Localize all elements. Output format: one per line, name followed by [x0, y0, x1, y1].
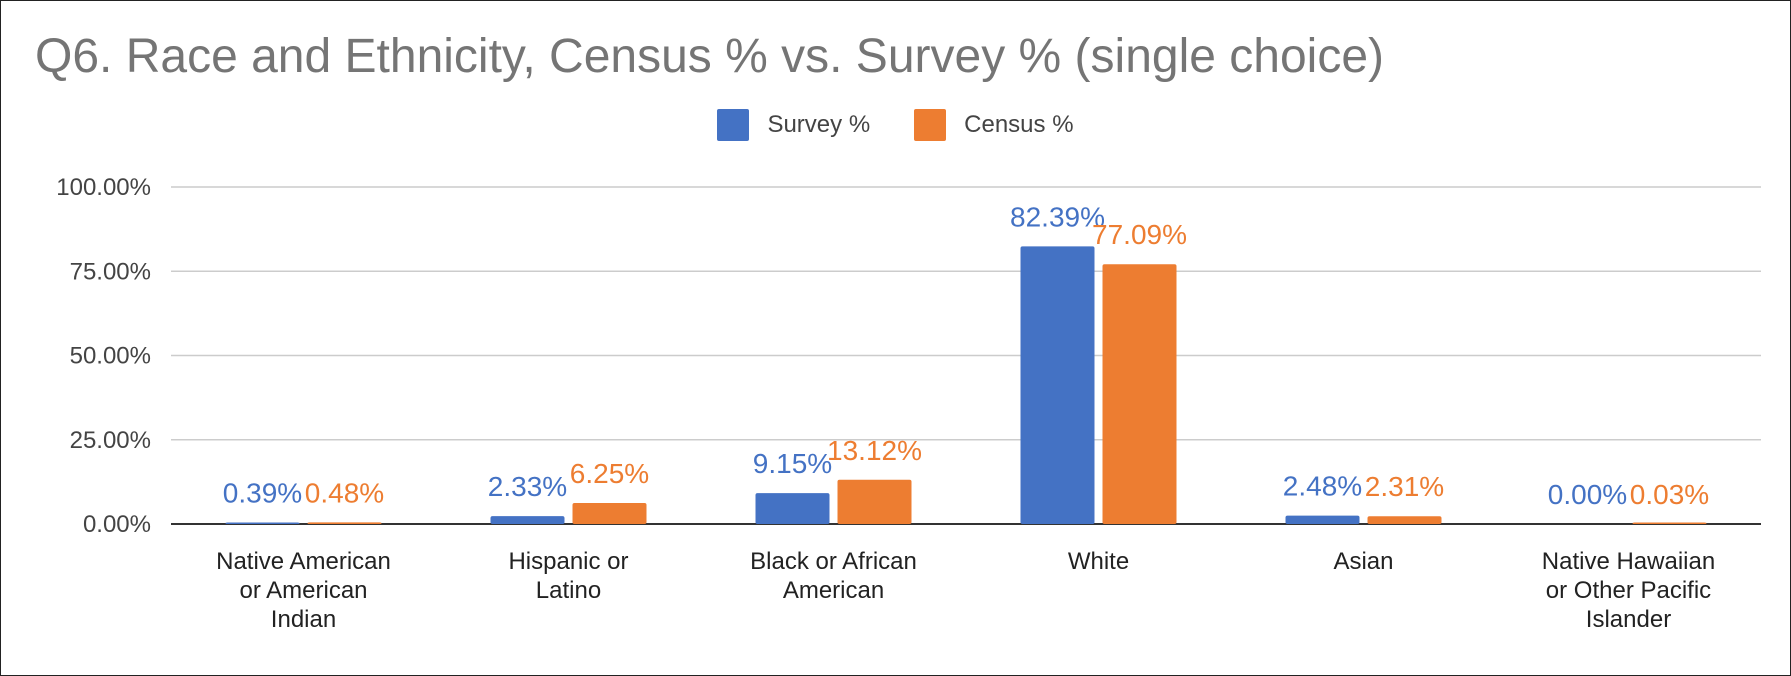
bar: [837, 479, 912, 524]
legend-label-census: Census %: [964, 111, 1074, 138]
x-category-label: American: [783, 577, 884, 604]
y-tick-label: 50.00%: [70, 343, 151, 370]
legend-swatch-survey: [717, 109, 750, 141]
data-label: 2.48%: [1283, 471, 1362, 502]
data-label: 0.48%: [305, 477, 384, 508]
x-category-label: or Other Pacific: [1546, 577, 1711, 604]
x-category-label: Latino: [536, 577, 601, 604]
data-label: 0.03%: [1630, 479, 1709, 510]
data-label: 77.09%: [1092, 219, 1187, 250]
legend-label-survey: Survey %: [767, 111, 871, 138]
x-category-label: Black or African: [750, 548, 917, 575]
bar: [1285, 515, 1360, 524]
bar: [1102, 264, 1177, 524]
x-category-label: Islander: [1586, 606, 1671, 633]
data-label: 82.39%: [1010, 201, 1105, 232]
data-label: 9.15%: [753, 448, 832, 479]
y-tick-label: 25.00%: [70, 427, 151, 454]
x-category-label: Asian: [1333, 548, 1393, 575]
data-label: 2.33%: [488, 471, 567, 502]
data-label: 6.25%: [570, 458, 649, 489]
x-category-label: White: [1068, 548, 1129, 575]
data-label: 2.31%: [1365, 471, 1444, 502]
x-category-label: Native Hawaiian: [1542, 548, 1715, 575]
x-category-label: Hispanic or: [508, 548, 628, 575]
data-label: 13.12%: [827, 435, 922, 466]
bar: [490, 516, 565, 524]
legend-item-survey: Survey %: [717, 109, 870, 141]
chart-title: Q6. Race and Ethnicity, Census % vs. Sur…: [35, 30, 1385, 83]
bar: [307, 522, 382, 524]
data-label: 0.39%: [223, 478, 302, 509]
legend-swatch-census: [914, 109, 947, 141]
bar: [1367, 516, 1442, 524]
chart-legend: Survey % Census %: [1, 109, 1790, 141]
legend-item-census: Census %: [914, 109, 1074, 141]
x-category-label: Native American: [216, 548, 391, 575]
bar: [1020, 246, 1095, 524]
y-tick-label: 100.00%: [56, 174, 151, 201]
bar: [572, 502, 647, 524]
data-label: 0.00%: [1548, 479, 1627, 510]
bar: [225, 522, 300, 524]
y-tick-label: 75.00%: [70, 258, 151, 285]
bar: [755, 493, 830, 524]
x-category-label: or American: [239, 577, 367, 604]
y-tick-label: 0.00%: [83, 511, 151, 538]
x-category-label: Indian: [271, 606, 336, 633]
bar: [1632, 522, 1707, 524]
